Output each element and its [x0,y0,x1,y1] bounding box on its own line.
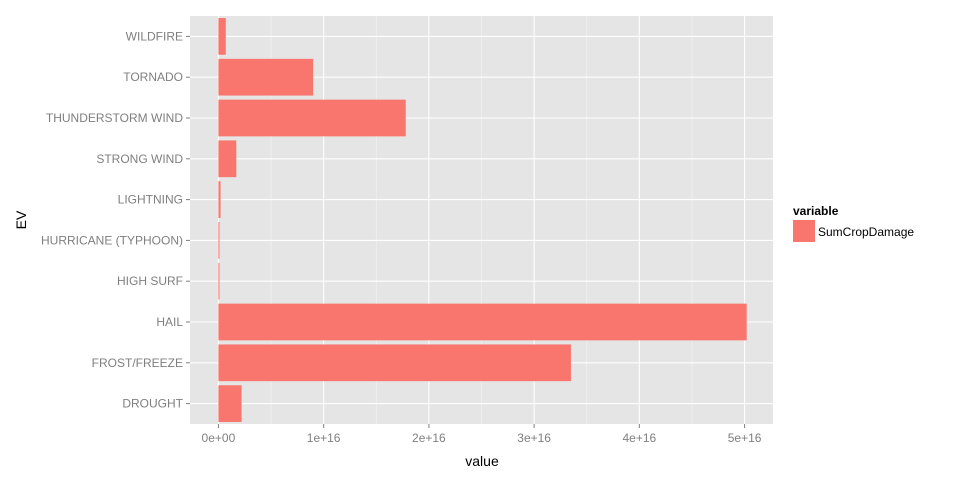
x-tick-label: 4e+16 [623,431,657,445]
y-axis-ticks: DROUGHT FROST/FREEZE HAIL HIGH SURF HURRICAN… [41,29,190,411]
bar [218,58,314,96]
y-tick-label: DROUGHT [122,397,183,411]
x-tick-label: 5e+16 [728,431,762,445]
bar [218,140,237,178]
y-tick-label: TORNADO [123,70,183,84]
x-tick-label: 3e+16 [517,431,551,445]
y-tick-label: THUNDERSTORM WIND [46,111,183,125]
y-tick-label: HURRICANE (TYPHOON) [41,233,183,247]
bar [218,262,220,300]
y-tick-label: WILDFIRE [126,29,183,43]
bar [218,385,242,422]
grid-lines [190,16,773,424]
x-tick-label: 2e+16 [412,431,446,445]
y-tick-label: HAIL [156,315,183,329]
y-tick-label: LIGHTNING [118,193,183,207]
bar [218,222,220,259]
legend-swatch [793,220,815,242]
y-axis-title: EV [13,210,29,229]
x-axis-ticks: 0e+00 1e+16 2e+16 3e+16 4e+16 5e+16 [202,424,762,445]
bar [218,344,571,382]
x-tick-label: 0e+00 [202,431,236,445]
bar [218,181,221,218]
y-tick-label: HIGH SURF [117,274,183,288]
bar [218,303,747,341]
bar [218,18,226,55]
legend: variable SumCropDamage [793,204,914,242]
y-tick-label: STRONG WIND [96,152,183,166]
bar [218,99,406,137]
x-axis-title: value [465,453,499,469]
legend-label: SumCropDamage [818,225,914,239]
legend-title: variable [793,204,839,218]
y-tick-label: FROST/FREEZE [92,356,183,370]
bars [218,18,747,422]
x-tick-label: 1e+16 [307,431,341,445]
